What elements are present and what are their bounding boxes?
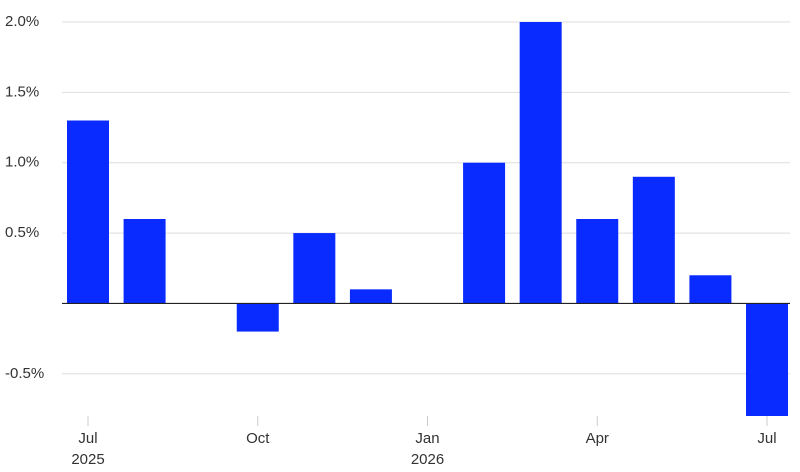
y-tick-label: 2.0% (5, 13, 39, 30)
x-tick-label: Jan (415, 430, 439, 447)
bar (519, 22, 562, 304)
bar (236, 303, 279, 332)
x-tick-year: 2025 (71, 451, 104, 468)
y-tick-label: 0.5% (5, 224, 39, 241)
bar (67, 120, 109, 304)
x-tick-label: Jul (757, 430, 776, 447)
bar (349, 289, 392, 304)
bar (293, 233, 336, 304)
x-tick-label: Oct (246, 430, 270, 447)
y-tick-label: -0.5% (5, 365, 44, 382)
bar (746, 303, 788, 416)
y-tick-label: 1.5% (5, 83, 39, 100)
bar (463, 162, 506, 304)
x-tick-label: Jul (78, 430, 97, 447)
x-tick-label: Apr (586, 430, 609, 447)
x-tick-year: 2026 (411, 451, 444, 468)
bar (689, 275, 732, 304)
bar (632, 176, 675, 304)
bar (576, 219, 619, 304)
y-tick-label: 1.0% (5, 154, 39, 171)
bar (123, 219, 166, 304)
